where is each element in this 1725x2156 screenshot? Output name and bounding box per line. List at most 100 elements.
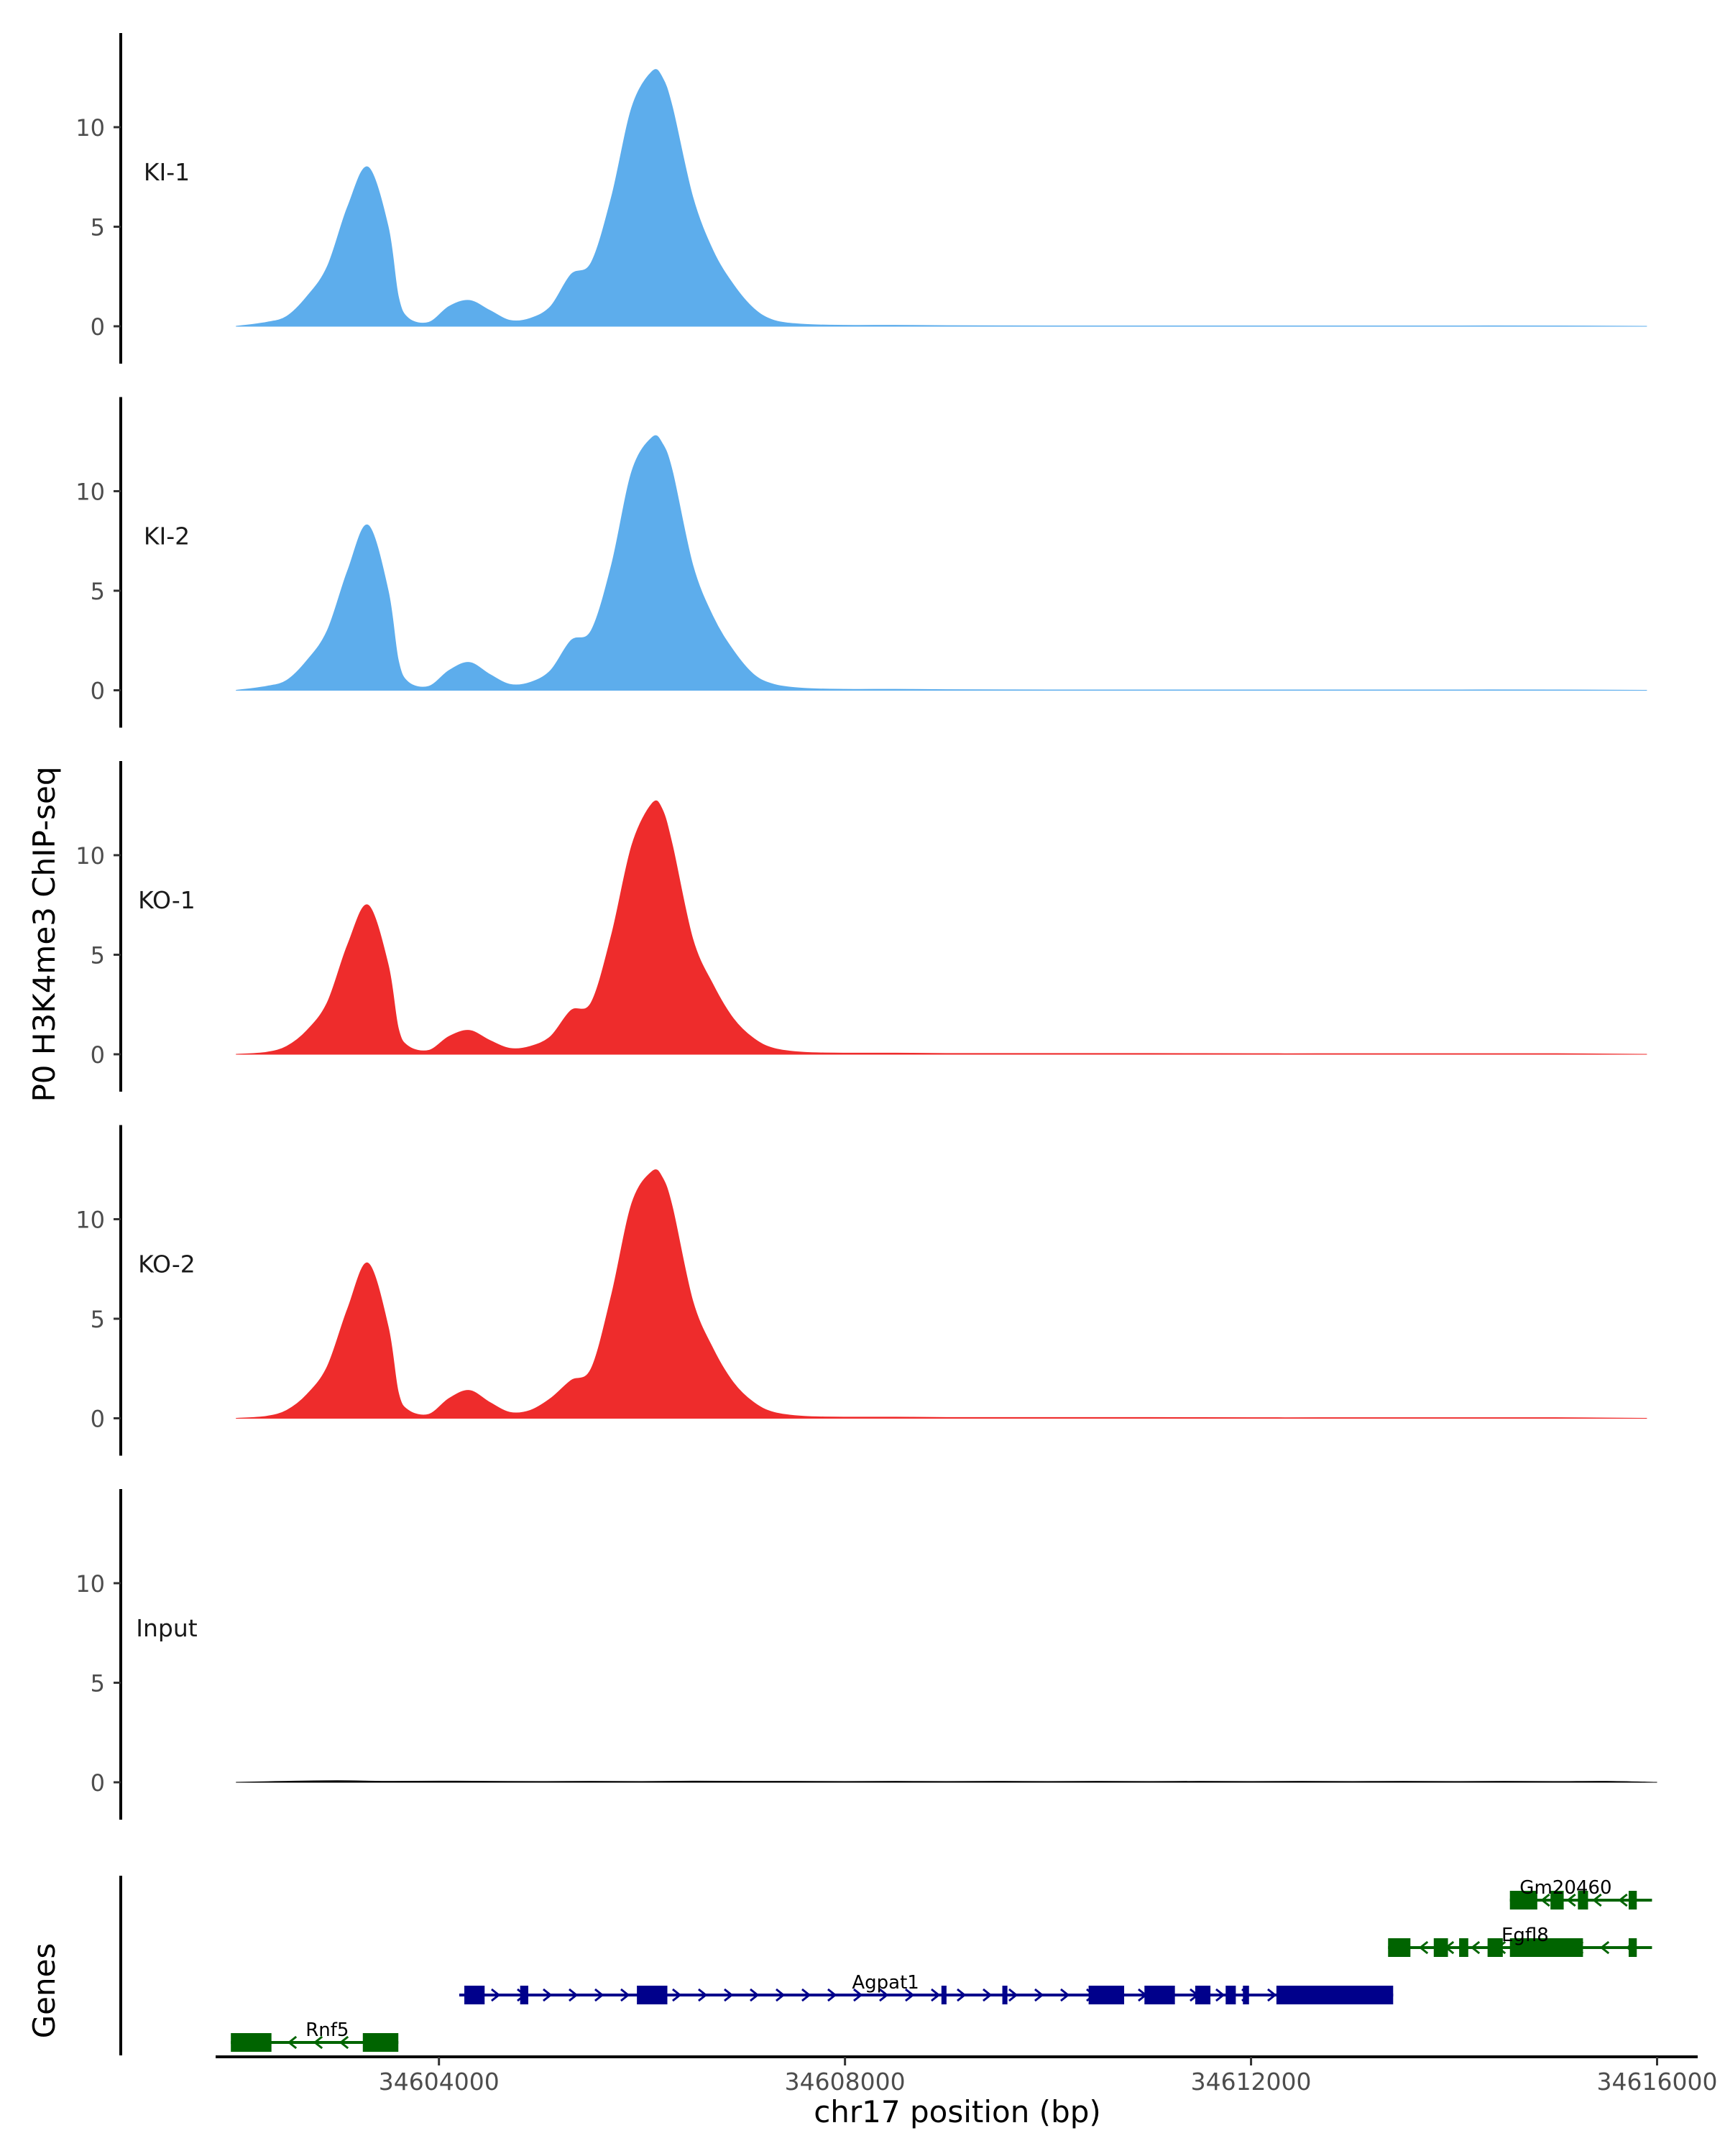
- y-tick-label: 0: [91, 1041, 105, 1069]
- gene-label-rnf5: Rnf5: [305, 2019, 349, 2041]
- strand-arrow: [594, 1988, 604, 2002]
- strand-arrow: [620, 1988, 630, 2002]
- x-tick-label: 34616000: [1597, 2068, 1718, 2096]
- gene-exon: [1002, 1986, 1008, 2004]
- strand-arrow: [827, 1988, 837, 2002]
- gene-exon: [1144, 1986, 1175, 2004]
- strand-arrow: [1060, 1988, 1070, 2002]
- track-panel-input: 0 5 10 Input: [75, 1489, 1657, 1820]
- gene-exon: [1388, 1938, 1411, 1957]
- gene-exon: [1433, 1938, 1448, 1957]
- gene-annotation-panel: Gm20460 Egfl8 Agpat1 Rnf5: [119, 1876, 1652, 2055]
- gene-label-agpat1: Agpat1: [852, 1972, 919, 1994]
- gene-exon: [1195, 1986, 1211, 2004]
- strand-arrow: [491, 1988, 501, 2002]
- gene-exon: [941, 1986, 947, 2004]
- track-panel-ki-2: 0 5 10 KI-2: [75, 397, 1647, 728]
- gene-exon: [1509, 1891, 1537, 1909]
- strand-arrow: [1008, 1988, 1018, 2002]
- gene-exon: [520, 1986, 528, 2004]
- coverage-area-ki-1: [236, 69, 1647, 327]
- x-tick-label: 34608000: [785, 2068, 906, 2096]
- gene-exon: [1628, 1891, 1637, 1909]
- gene-exon: [1628, 1938, 1637, 1957]
- strand-arrow: [287, 2035, 298, 2050]
- y-tick-label: 0: [91, 1406, 105, 1433]
- coverage-area-ki-2: [236, 435, 1647, 691]
- gene-exon: [1276, 1986, 1394, 2004]
- strand-arrow: [1592, 1893, 1602, 1907]
- strand-arrow: [1418, 1940, 1429, 1955]
- strand-arrow: [1215, 1988, 1225, 2002]
- gene-exon: [464, 1986, 485, 2004]
- track-panel-ko-1: 0 5 10 KO-1: [75, 761, 1647, 1092]
- y-tick-label: 10: [75, 114, 105, 142]
- strand-arrow: [1540, 1893, 1550, 1907]
- strand-arrow: [724, 1988, 734, 2002]
- gene-exon: [637, 1986, 668, 2004]
- strand-arrow: [313, 2035, 323, 2050]
- gene-exon: [1578, 1891, 1588, 1909]
- strand-arrow: [776, 1988, 786, 2002]
- x-tick-label: 34612000: [1191, 2068, 1312, 2096]
- strand-arrow: [1618, 1893, 1628, 1907]
- strand-arrow: [801, 1988, 811, 2002]
- track-panel-ko-2: 0 5 10 KO-2: [75, 1125, 1647, 1456]
- strand-arrow: [983, 1988, 993, 2002]
- strand-arrow: [339, 2035, 349, 2050]
- strand-arrow: [853, 1988, 863, 2002]
- y-tick-label: 5: [91, 1669, 105, 1697]
- y-tick-label: 0: [91, 313, 105, 341]
- gene-label-egfl8: Egfl8: [1501, 1925, 1549, 1946]
- y-tick-label: 10: [75, 478, 105, 505]
- strand-arrow: [750, 1988, 760, 2002]
- track-label-ki-2: KI-2: [144, 522, 190, 550]
- x-axis: 34604000 34608000 34612000 34616000: [216, 2055, 1718, 2096]
- strand-arrow: [672, 1988, 682, 2002]
- y-tick-label: 0: [91, 678, 105, 705]
- y-tick-label: 10: [75, 1570, 105, 1598]
- gene-exon: [362, 2033, 399, 2052]
- strand-arrow: [698, 1988, 708, 2002]
- gene-label-gm20460: Gm20460: [1519, 1877, 1611, 1899]
- strand-arrow: [543, 1988, 553, 2002]
- strand-arrow: [569, 1988, 579, 2002]
- track-label-ko-2: KO-2: [138, 1250, 196, 1279]
- y-tick-label: 10: [75, 1206, 105, 1233]
- track-label-ki-1: KI-1: [144, 158, 190, 186]
- gene-exon: [231, 2033, 272, 2052]
- y-tick-label: 0: [91, 1769, 105, 1797]
- gene-egfl8: Egfl8: [1388, 1925, 1652, 1957]
- strand-arrow: [905, 1988, 915, 2002]
- gene-exon: [1459, 1938, 1468, 1957]
- genes-panel-title: Genes: [27, 1943, 62, 2039]
- strand-arrow: [957, 1988, 967, 2002]
- y-tick-label: 5: [91, 213, 105, 241]
- strand-arrow: [879, 1988, 889, 2002]
- gene-exon: [1088, 1986, 1125, 2004]
- coverage-area-input: [236, 1780, 1657, 1783]
- y-tick-label: 5: [91, 941, 105, 969]
- coverage-area-ko-1: [236, 800, 1647, 1055]
- y-tick-label: 5: [91, 578, 105, 605]
- strand-arrow: [1267, 1988, 1277, 2002]
- track-label-input: Input: [136, 1614, 198, 1642]
- x-axis-title: chr17 position (bp): [814, 2094, 1101, 2129]
- coverage-area-ko-2: [236, 1169, 1647, 1419]
- track-label-ko-1: KO-1: [138, 886, 196, 914]
- y-tick-label: 10: [75, 842, 105, 870]
- gene-gm20460: Gm20460: [1509, 1877, 1652, 1909]
- gene-exon: [1225, 1986, 1236, 2004]
- gene-exon: [1243, 1986, 1249, 2004]
- gene-agpat1: Agpat1: [459, 1972, 1394, 2004]
- track-panel-ki-1: 0 5 10 KI-1: [75, 33, 1647, 364]
- gene-exon: [1550, 1891, 1564, 1909]
- strand-arrow: [931, 1988, 941, 2002]
- gene-rnf5: Rnf5: [231, 2019, 399, 2052]
- y-axis-title: P0 H3K4me3 ChIP-seq: [27, 766, 62, 1102]
- y-tick-label: 5: [91, 1306, 105, 1333]
- x-tick-label: 34604000: [379, 2068, 500, 2096]
- strand-arrow: [1034, 1988, 1044, 2002]
